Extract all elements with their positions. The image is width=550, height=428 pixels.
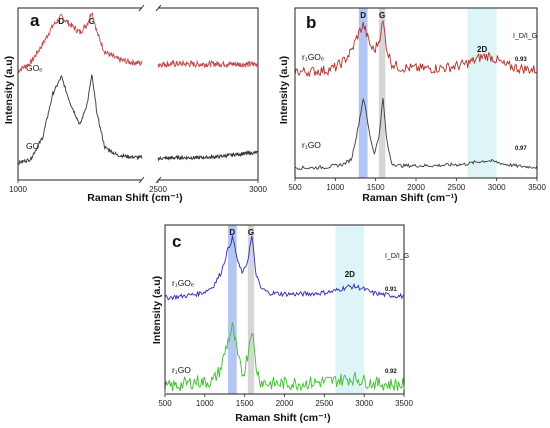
x-axis-a-tick-label-2: 3000 — [249, 185, 267, 194]
band-label-c-g: G — [248, 228, 254, 237]
x-axis-label-b: Raman Shift (cm⁻¹) — [362, 192, 457, 204]
series-line-b-0 — [294, 19, 538, 78]
series-line-c-1 — [164, 322, 405, 395]
y-axis-label-b: Intensity (a.u) — [278, 56, 290, 124]
ratio-header-c: I_D/I_G — [385, 253, 409, 260]
series-line-b-1 — [294, 97, 538, 171]
x-axis-label-c: Raman Shift (cm⁻¹) — [235, 412, 330, 424]
series-label-r1goe-b: r₁GOₑ — [302, 52, 324, 62]
plot-frame-c — [164, 224, 405, 395]
series-label-r1go-b: r₁GO — [302, 140, 321, 150]
plot-area-b: D G 2D 500 1000 1500 2000 2500 3000 3500 — [288, 7, 546, 192]
panel-c: c Raman Shift (cm⁻¹) Intensity (a.u) r₁G… — [151, 224, 413, 424]
plot-frame-b — [294, 7, 538, 179]
series-line-c-0 — [164, 235, 405, 301]
band-label-c-d: D — [229, 228, 235, 237]
x-axis-c-tick-label-5: 3000 — [355, 399, 373, 408]
series-label-go: GO — [26, 141, 40, 151]
x-axis-c-tick-label-2: 1500 — [236, 399, 254, 408]
panel-label-c: c — [172, 232, 181, 251]
x-axis-b-tick-label-6: 3500 — [528, 183, 546, 192]
x-axis-c-tick-label-3: 2000 — [276, 399, 294, 408]
series-label-goe: GOₑ — [26, 63, 42, 73]
series-label-r1goe-c: r₁GOₑ — [172, 278, 194, 288]
axis-break-top-mask — [142, 6, 158, 10]
ratio-value-r1goe-c: 0.91 — [385, 287, 397, 293]
y-axis-label-a: Intensity (a.u) — [3, 56, 15, 124]
x-axis-c-tick-label-1: 1000 — [196, 399, 214, 408]
x-axis-a-tick-label-1: 2500 — [149, 185, 167, 194]
x-axis-b-tick-label-5: 3000 — [488, 183, 506, 192]
series-line-a-0-right — [157, 59, 259, 69]
x-axis-b-tick-label-0: 500 — [288, 183, 302, 192]
ratio-value-r1go-b: 0.97 — [515, 146, 527, 152]
series-line-a-0-left — [17, 12, 143, 74]
axis-break-mark-bottom — [138, 176, 162, 184]
panel-label-a: a — [30, 11, 40, 30]
x-axis-b-tick-label-1: 1000 — [326, 183, 344, 192]
x-axis-b-tick-label-2: 1500 — [367, 183, 385, 192]
axis-break-mark-top — [138, 4, 162, 12]
band-c-g — [247, 225, 255, 394]
band-label-c-2d: 2D — [345, 270, 355, 279]
band-label-b-2d: 2D — [477, 45, 487, 54]
peak-label-d: D — [58, 17, 64, 26]
ratio-value-r1goe-b: 0.93 — [515, 57, 527, 63]
x-axis-c-tick-label-4: 2500 — [315, 399, 333, 408]
band-b-g — [378, 8, 386, 178]
band-b-2d — [467, 8, 497, 178]
band-c-d — [227, 225, 237, 394]
x-axis-label-a: Raman Shift (cm⁻¹) — [87, 192, 182, 204]
panel-label-b: b — [306, 13, 316, 32]
ratio-header-b: I_D/I_G — [513, 33, 537, 40]
panel-a: a D G GOₑ GO Raman Shift (cm⁻¹) Intensit… — [3, 4, 267, 204]
x-axis-c-tick-label-0: 500 — [158, 399, 172, 408]
band-label-b-d: D — [360, 11, 366, 20]
band-b-d — [358, 8, 368, 178]
x-axis-a-tick-label-0: 1000 — [9, 185, 27, 194]
x-axis-c-tick-label-6: 3500 — [395, 399, 413, 408]
plot-area-a: 1000 2500 3000 — [9, 4, 267, 194]
band-c-2d — [335, 225, 365, 394]
panel-b: b Raman Shift (cm⁻¹) Intensity (a.u) r₁G… — [278, 7, 546, 204]
x-axis-b-tick-label-3: 2000 — [407, 183, 425, 192]
band-label-b-g: G — [379, 11, 385, 20]
x-axis-b-tick-label-4: 2500 — [447, 183, 465, 192]
axis-break-bottom-mask — [142, 178, 158, 182]
y-axis-label-c: Intensity (a.u) — [151, 276, 163, 344]
plot-area-c: D G 2D 500 1000 1500 2000 2500 3000 3500 — [158, 224, 413, 408]
series-line-a-1-right — [157, 149, 259, 162]
series-label-r1go-c: r₁GO — [172, 365, 191, 375]
plot-frame-a — [17, 7, 259, 181]
series-line-a-1-left — [17, 74, 143, 166]
ratio-value-r1go-c: 0.92 — [385, 369, 397, 375]
peak-label-g: G — [89, 17, 95, 26]
